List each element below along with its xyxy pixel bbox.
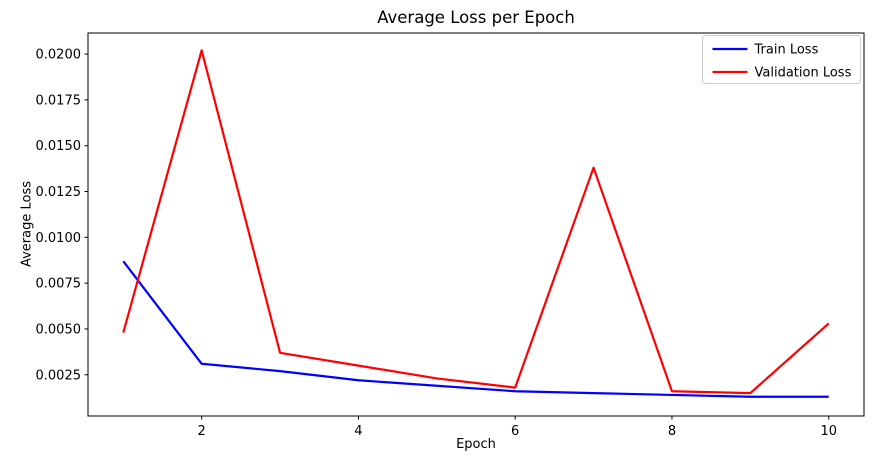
legend-label: Validation Loss (755, 66, 852, 81)
legend-label: Train Loss (754, 43, 819, 58)
y-tick-label: 0.0125 (36, 185, 82, 200)
y-tick-label: 0.0200 (36, 48, 82, 63)
y-tick-label: 0.0150 (36, 139, 82, 154)
y-tick-label: 0.0025 (36, 368, 82, 383)
x-tick-label: 10 (820, 424, 837, 439)
y-tick-label: 0.0050 (36, 322, 82, 337)
y-tick-label: 0.0100 (36, 231, 82, 246)
x-tick-label: 4 (354, 424, 362, 439)
x-tick-label: 2 (198, 424, 206, 439)
y-tick-label: 0.0075 (36, 277, 82, 292)
axes-border (87, 32, 865, 417)
x-tick-label: 6 (511, 424, 519, 439)
x-axis-label: Epoch (456, 437, 496, 452)
train-loss-line (122, 260, 829, 398)
y-tick-label: 0.0175 (36, 93, 82, 108)
y-axis-label: Average Loss (19, 180, 35, 268)
x-tick-label: 8 (668, 424, 676, 439)
chart-title: Average Loss per Epoch (377, 8, 575, 27)
validation-loss-line (122, 49, 830, 395)
